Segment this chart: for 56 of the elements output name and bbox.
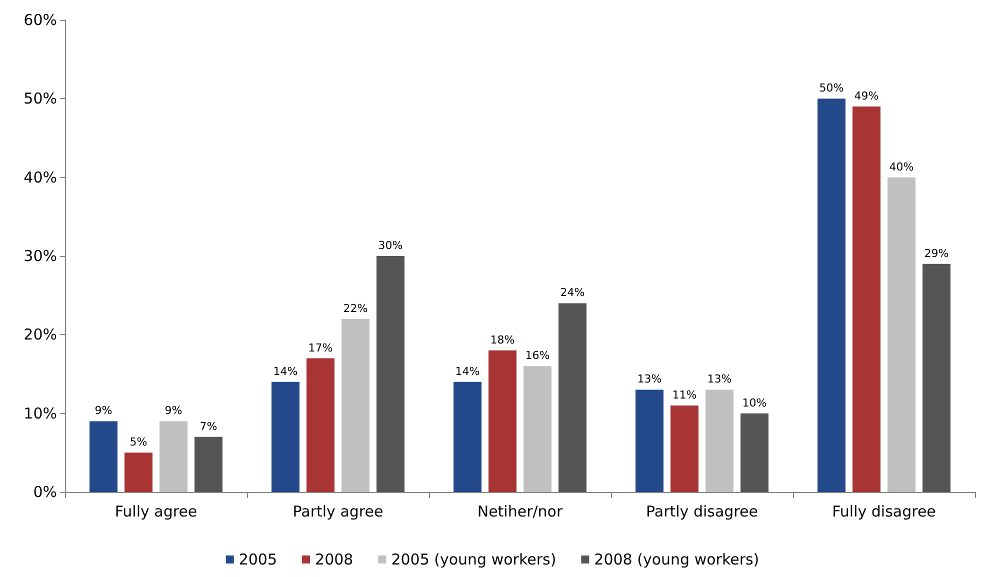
bar: [558, 303, 586, 492]
data-label: 11%: [672, 388, 697, 402]
data-label: 17%: [308, 341, 333, 354]
data-label: 7%: [200, 420, 218, 433]
data-label: 13%: [707, 372, 732, 386]
data-label: 9%: [94, 404, 112, 418]
y-tick-label: 0%: [33, 483, 57, 501]
bar: [306, 358, 334, 492]
bar: [852, 106, 880, 492]
bar: [90, 421, 118, 492]
data-label: 22%: [343, 302, 368, 315]
data-label: 16%: [525, 349, 550, 362]
bar: [160, 421, 188, 492]
y-tick-label: 20%: [24, 326, 57, 344]
data-label: 10%: [742, 396, 767, 410]
x-tick-label: Partly disagree: [646, 502, 758, 520]
bar: [922, 264, 950, 492]
data-label: 14%: [455, 364, 480, 378]
bar: [706, 390, 734, 492]
data-label: 18%: [490, 333, 515, 346]
x-tick-label: Partly agree: [292, 502, 384, 520]
bar: [454, 382, 482, 492]
bar: [524, 366, 552, 492]
y-tick-label: 60%: [24, 11, 57, 29]
data-label: 13%: [637, 372, 662, 386]
bar: [740, 413, 768, 492]
x-tick-label: Netiher/nor: [477, 502, 564, 520]
bar: [272, 382, 300, 492]
bar: [670, 405, 698, 492]
y-tick-label: 30%: [24, 247, 57, 265]
bar: [194, 436, 222, 492]
bar: [376, 256, 404, 492]
bar: [488, 350, 516, 492]
bar: [124, 452, 152, 492]
y-tick-label: 50%: [24, 90, 57, 108]
data-label: 30%: [378, 239, 403, 252]
bar: [636, 390, 664, 492]
data-label: 14%: [273, 364, 298, 378]
legend-label: 2005 (young workers): [391, 550, 556, 568]
bar: [342, 318, 370, 492]
data-label: 49%: [854, 90, 879, 103]
data-label: 40%: [889, 160, 914, 174]
x-tick-label: Fully disagree: [832, 502, 936, 520]
data-label: 24%: [560, 286, 585, 300]
data-label: 29%: [924, 246, 949, 260]
legend-label: 2008: [315, 550, 354, 568]
y-tick-label: 10%: [24, 404, 57, 422]
y-tick-label: 40%: [24, 168, 57, 186]
bar: [888, 177, 916, 492]
data-label: 5%: [130, 436, 148, 449]
bar: [818, 98, 846, 492]
data-label: 9%: [164, 404, 182, 418]
data-label: 50%: [819, 82, 844, 95]
legend-label: 2008 (young workers): [594, 550, 760, 568]
legend-label: 2005: [238, 550, 278, 568]
x-tick-label: Fully agree: [114, 502, 198, 520]
